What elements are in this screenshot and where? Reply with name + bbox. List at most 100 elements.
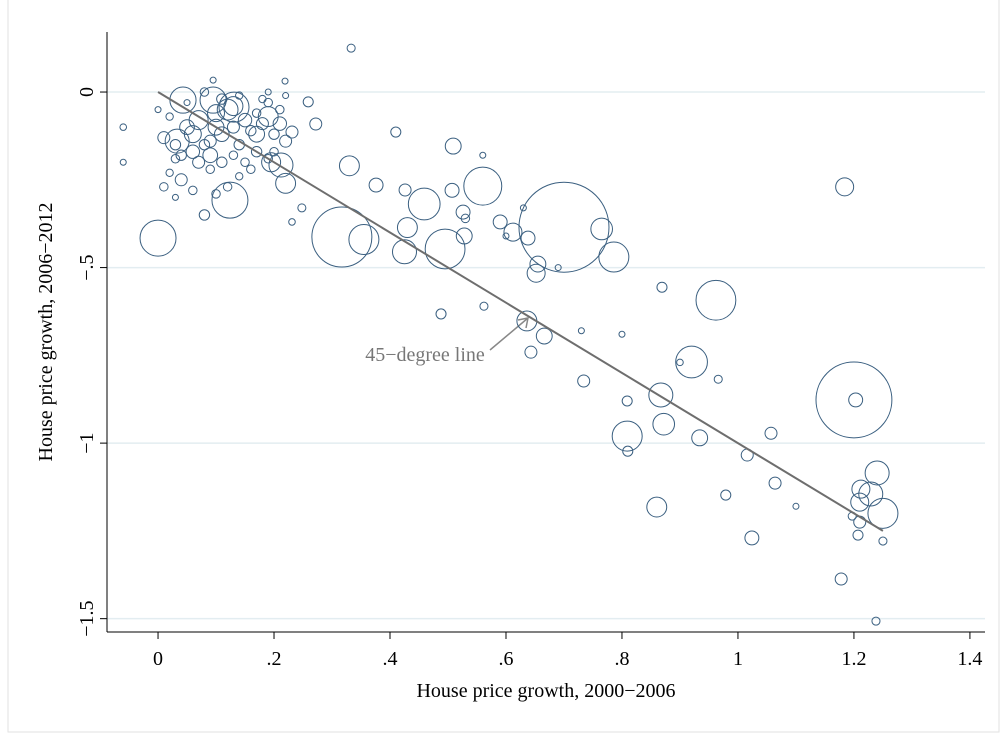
bubble [444,137,462,155]
x-tick-label: 1.4 [957,648,982,670]
bubble [169,139,182,151]
bubble [285,125,299,139]
bubble [268,128,280,140]
x-tick-label: .6 [498,648,513,670]
bubble [338,155,360,177]
bubble [529,255,547,273]
bubble [618,330,626,338]
bubble [154,106,162,114]
bubble [269,146,279,157]
bubble [695,279,737,321]
bubble [851,479,871,499]
bubble [223,96,244,117]
x-tick-label: .2 [267,648,282,670]
bubble [235,91,244,100]
bubble [611,420,643,452]
bubble [179,119,195,135]
bubble [444,182,460,198]
bubble [648,382,674,408]
bubble [309,117,323,131]
bubble [598,241,630,273]
bubble [577,327,585,335]
bubble [175,149,187,161]
bubble [282,92,290,100]
bubble [248,125,266,143]
bubble [519,204,527,212]
bubble [185,144,201,159]
y-tick-label: −1.5 [76,601,98,637]
bubble [656,281,668,293]
y-axis-title: House price growth, 2006−2012 [35,202,57,461]
bubble [675,345,708,379]
x-tick-label: 0 [153,648,163,670]
bubble [744,530,760,546]
bubble [258,94,267,104]
bubble [391,239,417,265]
bubble [183,99,191,107]
x-axis-title: House price growth, 2000−2006 [416,680,675,702]
bubble [348,223,380,255]
bubble [237,112,253,128]
bubble [188,185,198,196]
bubble [119,123,128,131]
bubble [159,182,169,192]
bubble [554,264,562,272]
bubble [768,476,782,490]
bubble [390,126,402,138]
bubble [245,124,257,137]
bubble [240,157,250,167]
bubble [652,412,676,436]
bubble [398,183,412,197]
bubble [864,460,890,486]
bubble [272,116,288,131]
bubble [835,177,855,197]
bubble [858,481,884,507]
bubble [207,104,226,123]
bubble [878,536,888,546]
bubble [621,395,633,407]
bubble [297,203,307,213]
bubble [691,429,709,447]
bubble [202,147,219,164]
bubble [275,104,285,115]
bubble [535,327,553,345]
bubble [264,88,272,96]
bubble [577,374,591,388]
bubble [492,214,508,230]
bubble [524,345,538,359]
bubble [228,150,239,160]
bubble [207,118,225,136]
y-tick-label: −.5 [76,254,98,280]
bubble [119,158,127,166]
bubble [192,155,206,169]
bubble [622,445,634,457]
chart-border [7,0,1000,733]
bubble [815,361,893,439]
bubble [526,263,546,283]
bubble [211,181,249,219]
bubble [720,489,732,501]
bubble [463,166,503,206]
bubble [455,227,473,245]
bubble [170,153,181,164]
bubble [850,492,870,512]
bubble [676,358,684,367]
bubble [164,128,190,154]
bubble [764,426,778,440]
bubble [520,230,536,246]
bubble [171,193,179,201]
bubble [235,172,244,181]
x-tick-label: .4 [383,648,398,670]
bubble [199,87,210,97]
bubble [479,151,487,159]
x-tick-label: .8 [614,648,629,670]
bubble [502,232,510,240]
bubble [157,131,171,145]
bubble [174,173,188,187]
bubble [435,308,447,320]
bubble [518,181,610,273]
bubble [852,529,864,541]
bubble [261,152,282,173]
bubble [455,204,471,220]
